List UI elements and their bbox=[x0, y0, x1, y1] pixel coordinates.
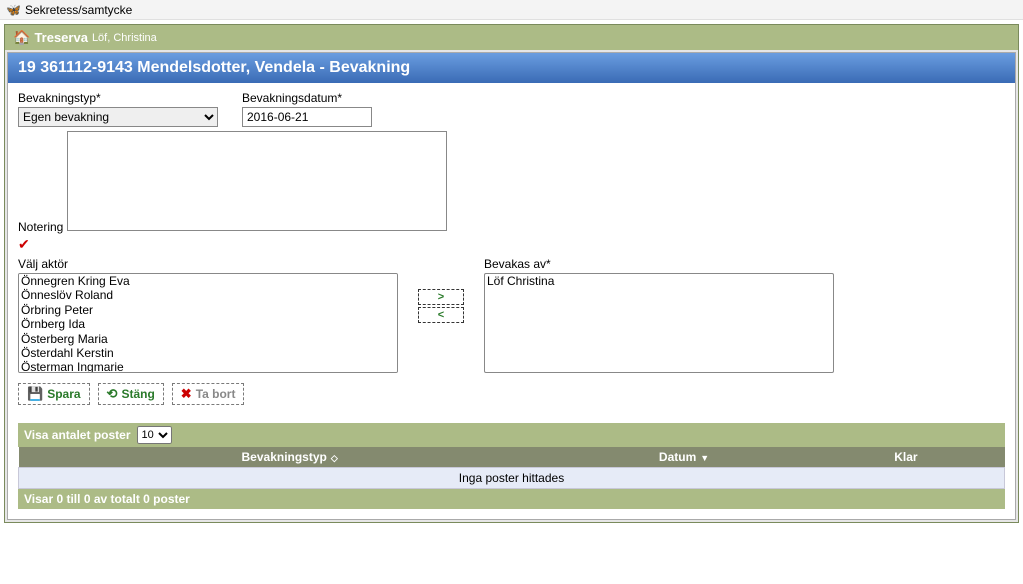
table-empty-cell: Inga poster hittades bbox=[19, 468, 1005, 489]
form-area: Bevakningstyp* Egen bevakning Bevaknings… bbox=[8, 83, 1015, 423]
aktor-option[interactable]: Österdahl Kerstin bbox=[19, 346, 397, 360]
close-icon: ⟲ bbox=[107, 386, 118, 402]
table-empty-row: Inga poster hittades bbox=[19, 468, 1005, 489]
aktor-option[interactable]: Örbring Peter bbox=[19, 303, 397, 317]
tabort-button[interactable]: ✖ Ta bort bbox=[172, 383, 245, 405]
transfer-buttons: > < bbox=[418, 289, 464, 323]
page-header: 19 361112-9143 Mendelsdotter, Vendela - … bbox=[8, 53, 1015, 83]
window-title: Sekretess/samtycke bbox=[25, 3, 132, 17]
notering-label: Notering bbox=[18, 220, 63, 234]
bevakas-av-list[interactable]: Löf Christina bbox=[484, 273, 834, 373]
bevakas-option[interactable]: Löf Christina bbox=[485, 274, 833, 288]
home-icon: 🏠 bbox=[13, 29, 30, 46]
aktor-section: Välj aktör Önnegren Kring EvaÖnneslöv Ro… bbox=[18, 257, 1005, 373]
bevakningsdatum-input[interactable] bbox=[242, 107, 372, 127]
inner-frame: 19 361112-9143 Mendelsdotter, Vendela - … bbox=[5, 50, 1018, 522]
transfer-add-button[interactable]: > bbox=[418, 289, 464, 305]
action-buttons: 💾 Spara ⟲ Stäng ✖ Ta bort bbox=[18, 383, 1005, 405]
save-icon: 💾 bbox=[27, 386, 43, 402]
bevakas-av-label: Bevakas av* bbox=[484, 257, 834, 271]
table-header-bar: Visa antalet poster 10 bbox=[18, 423, 1005, 447]
bevakningsdatum-label: Bevakningsdatum* bbox=[242, 91, 372, 105]
col-klar[interactable]: Klar bbox=[807, 447, 1004, 468]
window-titlebar: 🦋 Sekretess/samtycke bbox=[0, 0, 1023, 20]
stang-label: Stäng bbox=[121, 387, 154, 401]
tabort-label: Ta bort bbox=[196, 387, 236, 401]
stang-button[interactable]: ⟲ Stäng bbox=[98, 383, 164, 405]
col-bevakningstyp-label: Bevakningstyp bbox=[242, 450, 327, 464]
table-footer: Visar 0 till 0 av totalt 0 poster bbox=[18, 489, 1005, 509]
sort-desc-icon: ▼ bbox=[700, 453, 709, 463]
spara-label: Spara bbox=[47, 387, 80, 401]
app-icon: 🦋 bbox=[6, 3, 21, 17]
col-bevakningstyp[interactable]: Bevakningstyp ◇ bbox=[19, 447, 561, 468]
valj-aktor-label: Välj aktör bbox=[18, 257, 398, 271]
visa-antalet-label: Visa antalet poster bbox=[24, 428, 131, 442]
table-section: Visa antalet poster 10 Bevakningstyp ◇ Da… bbox=[8, 423, 1015, 519]
aktor-option[interactable]: Österman Ingmarie bbox=[19, 360, 397, 373]
bevakningstyp-label: Bevakningstyp* bbox=[18, 91, 218, 105]
aktor-option[interactable]: Önnegren Kring Eva bbox=[19, 274, 397, 288]
aktor-option[interactable]: Österberg Maria bbox=[19, 332, 397, 346]
outer-frame: 🏠 Treserva Löf, Christina 19 361112-9143… bbox=[4, 24, 1019, 523]
app-user: Löf, Christina bbox=[92, 32, 157, 44]
col-datum[interactable]: Datum ▼ bbox=[561, 447, 808, 468]
app-name: Treserva bbox=[34, 30, 88, 45]
transfer-remove-button[interactable]: < bbox=[418, 307, 464, 323]
data-table: Bevakningstyp ◇ Datum ▼ Klar Inga poster h… bbox=[18, 447, 1005, 489]
col-klar-label: Klar bbox=[894, 450, 917, 464]
sort-icon: ◇ bbox=[331, 453, 338, 463]
notering-textarea[interactable] bbox=[67, 131, 447, 231]
visa-antalet-select[interactable]: 10 bbox=[137, 426, 172, 444]
bevakningstyp-select[interactable]: Egen bevakning bbox=[18, 107, 218, 127]
app-bar: 🏠 Treserva Löf, Christina bbox=[5, 25, 1018, 50]
spara-button[interactable]: 💾 Spara bbox=[18, 383, 90, 405]
valj-aktor-list[interactable]: Önnegren Kring EvaÖnneslöv RolandÖrbring… bbox=[18, 273, 398, 373]
spellcheck-icon[interactable]: ✔ bbox=[18, 236, 30, 253]
col-datum-label: Datum bbox=[659, 450, 696, 464]
delete-icon: ✖ bbox=[181, 386, 192, 402]
aktor-option[interactable]: Önneslöv Roland bbox=[19, 288, 397, 302]
aktor-option[interactable]: Örnberg Ida bbox=[19, 317, 397, 331]
content-area: 19 361112-9143 Mendelsdotter, Vendela - … bbox=[7, 52, 1016, 520]
